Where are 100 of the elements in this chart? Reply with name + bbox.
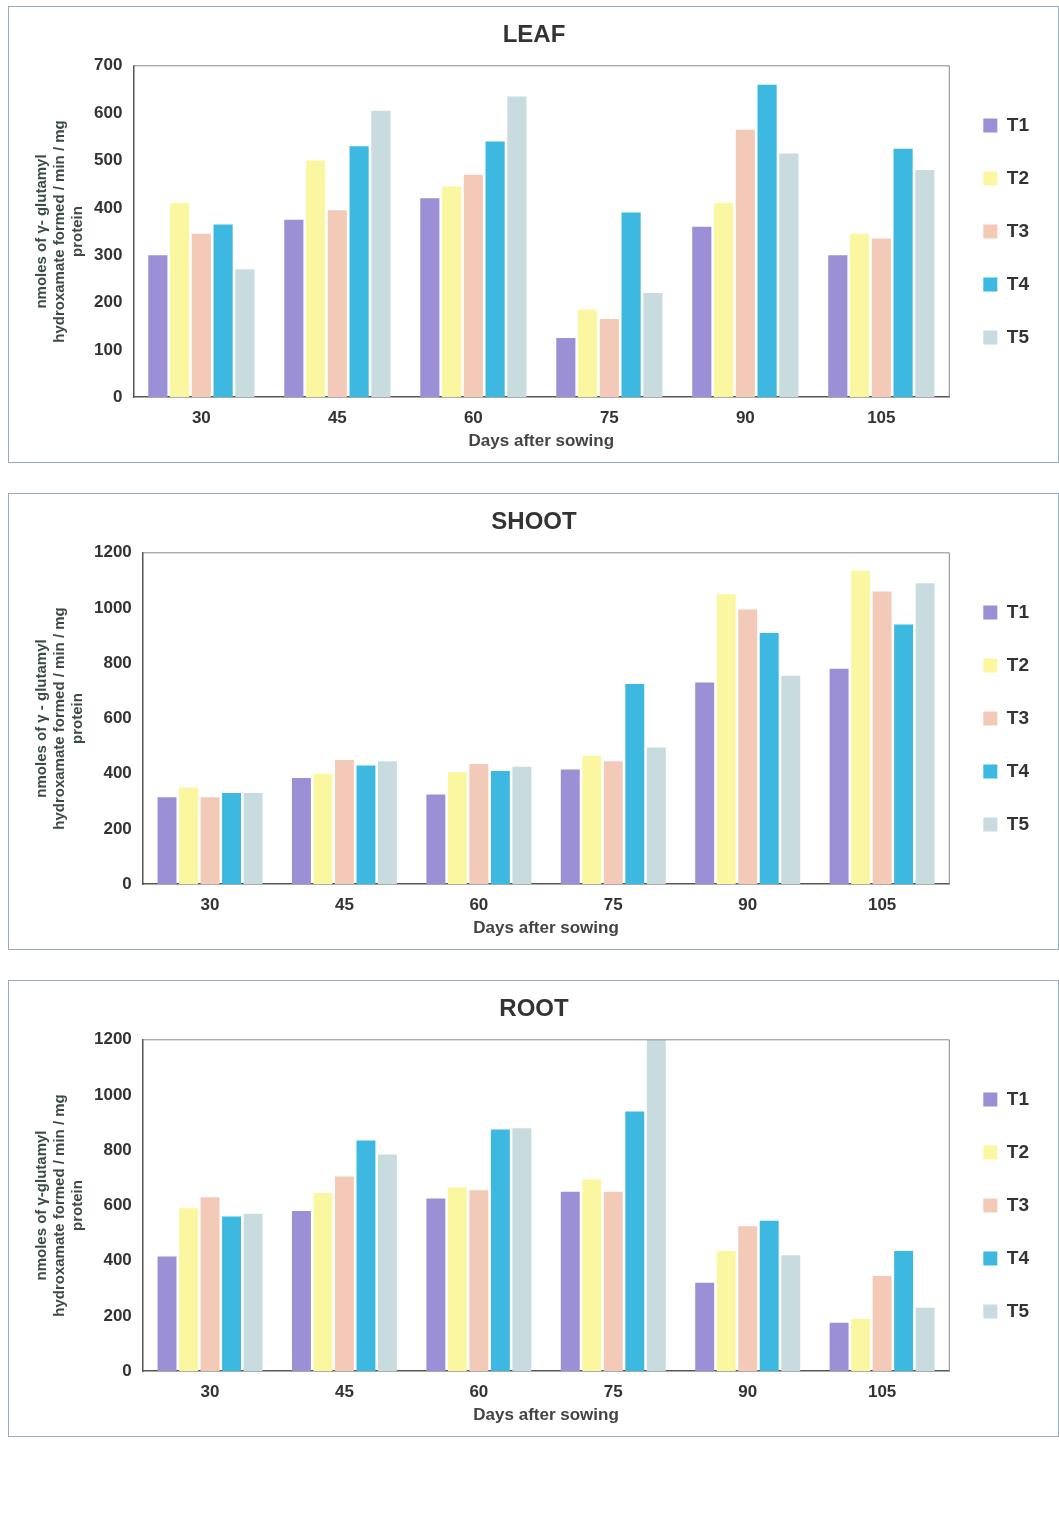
y-axis-title: nmoles of γ-glutamyl hydroxamate formed / min / mg protein xyxy=(32,1094,86,1317)
bar xyxy=(512,766,532,885)
bar xyxy=(692,226,712,398)
bar xyxy=(829,668,849,885)
x-tick-label: 75 xyxy=(603,1382,623,1402)
bar xyxy=(334,1176,354,1372)
bar xyxy=(420,198,440,398)
legend-label: T5 xyxy=(1006,812,1030,834)
bar xyxy=(894,1251,914,1372)
bar xyxy=(582,755,602,885)
bar xyxy=(757,84,777,398)
y-tick-label: 400 xyxy=(103,763,132,783)
bar xyxy=(915,169,935,398)
legend-label: T4 xyxy=(1006,759,1030,781)
x-tick-label: 30 xyxy=(191,408,211,428)
bar xyxy=(378,761,397,885)
legend-label: T2 xyxy=(1006,1140,1030,1162)
x-tick-label: 105 xyxy=(867,408,896,428)
bar xyxy=(200,797,220,885)
bar xyxy=(157,797,177,885)
bar xyxy=(781,675,801,885)
bar xyxy=(716,1251,736,1372)
chart-title: LEAF xyxy=(502,20,566,48)
x-tick-label: 45 xyxy=(334,1382,354,1402)
bar xyxy=(469,1190,489,1372)
bar xyxy=(349,146,369,398)
bar xyxy=(915,583,935,885)
bar xyxy=(447,772,467,885)
x-tick-label: 90 xyxy=(738,895,758,915)
bar xyxy=(463,174,483,398)
bar xyxy=(222,793,241,885)
bar xyxy=(714,203,734,398)
legend-label: T2 xyxy=(1006,166,1030,188)
x-tick-label: 45 xyxy=(327,408,347,428)
y-tick-label: 1000 xyxy=(93,597,132,617)
x-axis-title: Days after sowing xyxy=(473,1405,619,1425)
y-tick-label: 400 xyxy=(103,1250,132,1270)
y-tick-label: 100 xyxy=(93,339,123,359)
x-tick-label: 45 xyxy=(334,895,354,915)
legend-label: T2 xyxy=(1006,653,1030,675)
y-tick-label: 200 xyxy=(103,1305,132,1325)
bar xyxy=(426,1198,446,1372)
bar xyxy=(625,1111,645,1372)
y-tick-label: 200 xyxy=(93,292,123,312)
bar xyxy=(915,1307,935,1372)
bar xyxy=(507,96,527,398)
y-tick-label: 800 xyxy=(103,652,132,672)
legend-label: T1 xyxy=(1006,113,1030,135)
bar xyxy=(735,129,755,398)
bar xyxy=(738,609,758,885)
x-tick-label: 30 xyxy=(200,1382,220,1402)
bar xyxy=(582,1179,602,1372)
bar xyxy=(851,570,871,885)
bar xyxy=(157,1256,177,1372)
bar xyxy=(378,1154,397,1372)
bar xyxy=(829,1322,849,1372)
y-tick-label: 0 xyxy=(122,873,132,893)
bar xyxy=(828,255,848,398)
x-axis-title: Days after sowing xyxy=(473,918,619,938)
bar xyxy=(759,632,779,885)
bar xyxy=(781,1255,801,1372)
y-tick-label: 0 xyxy=(112,386,123,406)
bar xyxy=(646,1039,666,1372)
bar xyxy=(695,682,715,885)
bar xyxy=(716,594,736,885)
bar xyxy=(222,1216,241,1372)
x-tick-label: 60 xyxy=(463,408,483,428)
y-tick-label: 1000 xyxy=(93,1084,132,1104)
bar xyxy=(179,1208,198,1372)
chart-title: ROOT xyxy=(499,994,569,1022)
x-tick-label: 75 xyxy=(599,408,619,428)
y-axis-title: nmoles of γ - glutamyl hydroxamate formed / min / mg protein xyxy=(32,607,86,830)
bar xyxy=(872,1275,892,1372)
bar xyxy=(625,683,645,885)
bar xyxy=(603,761,623,885)
bar xyxy=(313,1193,333,1372)
bar xyxy=(306,160,326,398)
bar xyxy=(213,224,233,398)
y-axis-title: nmoles of γ- glutamyl hydroxamate formed / min / mg protein xyxy=(32,120,86,343)
bar xyxy=(695,1282,715,1372)
bar xyxy=(490,1129,510,1372)
y-tick-label: 0 xyxy=(122,1360,132,1380)
bar xyxy=(621,212,641,398)
bar xyxy=(894,624,914,885)
y-tick-label: 600 xyxy=(103,1195,132,1215)
bar xyxy=(485,141,505,398)
legend-label: T5 xyxy=(1006,1299,1030,1321)
y-tick-label: 300 xyxy=(93,244,123,264)
bar xyxy=(284,219,304,398)
legend-label: T5 xyxy=(1006,325,1030,347)
bar xyxy=(556,338,576,398)
chart-title: SHOOT xyxy=(491,507,577,535)
bar xyxy=(759,1220,779,1372)
y-tick-label: 200 xyxy=(103,818,132,838)
bar xyxy=(243,1213,263,1372)
bar xyxy=(243,793,263,885)
legend-label: T3 xyxy=(1006,706,1030,728)
y-tick-label: 600 xyxy=(93,102,123,122)
x-tick-label: 60 xyxy=(469,895,489,915)
bar xyxy=(371,110,391,398)
